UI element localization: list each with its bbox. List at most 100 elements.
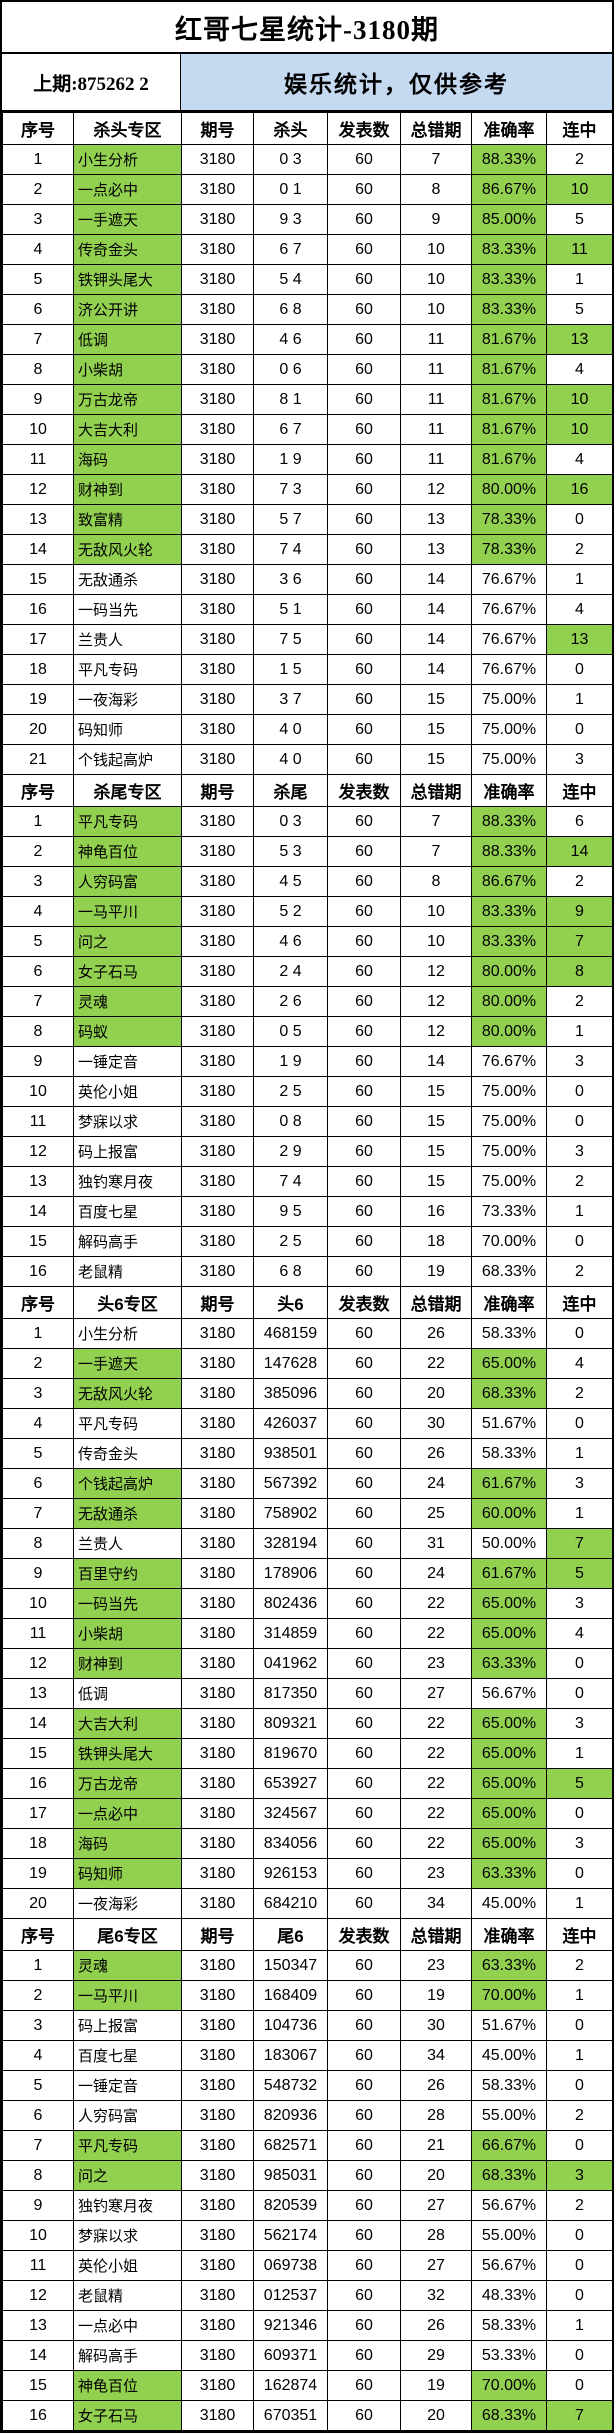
cell-value: 682571 — [253, 2130, 328, 2161]
cell-index: 11 — [2, 444, 74, 475]
cell-index: 20 — [2, 714, 74, 745]
cell-zone-name: 传奇金头 — [73, 1438, 182, 1469]
table-row: 14 解码高手 3180 609371 60 29 53.33% 0 — [2, 2340, 613, 2371]
cell-index: 17 — [2, 1798, 74, 1829]
cell-accuracy: 68.33% — [471, 2160, 547, 2191]
cell-zone-name: 梦寐以求 — [73, 1106, 182, 1137]
cell-index: 4 — [2, 896, 74, 927]
cell-issue: 3180 — [181, 1858, 254, 1889]
cell-value: 7 5 — [253, 624, 328, 655]
table-row: 20 一夜海彩 3180 684210 60 34 45.00% 1 — [2, 1888, 613, 1919]
cell-value: 4 6 — [253, 324, 328, 355]
cell-value: 2 5 — [253, 1226, 328, 1257]
cell-index: 6 — [2, 1468, 74, 1499]
cell-index: 3 — [2, 204, 74, 235]
cell-accuracy: 85.00% — [471, 204, 547, 235]
cell-published-count: 60 — [327, 1980, 401, 2011]
cell-value: 670351 — [253, 2400, 328, 2431]
cell-accuracy: 81.67% — [471, 354, 547, 385]
cell-streak: 1 — [546, 2310, 613, 2341]
cell-zone-name: 低调 — [73, 1678, 182, 1709]
cell-streak: 0 — [546, 1798, 613, 1829]
table-row: 4 一马平川 3180 5 2 60 10 83.33% 9 — [2, 896, 613, 927]
cell-accuracy: 76.67% — [471, 594, 547, 625]
cell-accuracy: 83.33% — [471, 234, 547, 265]
cell-wrong-count: 15 — [400, 1076, 472, 1107]
cell-value: 314859 — [253, 1618, 328, 1649]
table-row: 2 一手遮天 3180 147628 60 22 65.00% 4 — [2, 1348, 613, 1379]
cell-issue: 3180 — [181, 594, 254, 625]
cell-streak: 11 — [546, 234, 613, 265]
cell-zone-name: 无敌风火轮 — [73, 534, 182, 565]
column-header: 总错期 — [400, 1286, 472, 1319]
cell-index: 8 — [2, 1528, 74, 1559]
cell-value: 1 9 — [253, 1046, 328, 1077]
cell-wrong-count: 15 — [400, 1106, 472, 1137]
section-header-row: 序号 杀尾专区 期号 杀尾 发表数 总错期 准确率 连中 — [2, 774, 613, 807]
cell-issue: 3180 — [181, 414, 254, 445]
table-row: 21 个钱起高炉 3180 4 0 60 15 75.00% 3 — [2, 744, 613, 775]
cell-value: 147628 — [253, 1348, 328, 1379]
cell-zone-name: 问之 — [73, 2160, 182, 2191]
cell-zone-name: 一锤定音 — [73, 2070, 182, 2101]
cell-issue: 3180 — [181, 2340, 254, 2371]
cell-issue: 3180 — [181, 1196, 254, 1227]
cell-published-count: 60 — [327, 714, 401, 745]
cell-index: 12 — [2, 1648, 74, 1679]
cell-streak: 0 — [546, 654, 613, 685]
cell-index: 12 — [2, 474, 74, 505]
cell-streak: 5 — [546, 1558, 613, 1589]
cell-zone-name: 无敌通杀 — [73, 1498, 182, 1529]
cell-issue: 3180 — [181, 744, 254, 775]
table-row: 7 低调 3180 4 6 60 11 81.67% 13 — [2, 324, 613, 355]
cell-wrong-count: 30 — [400, 2010, 472, 2041]
cell-zone-name: 码上报富 — [73, 1136, 182, 1167]
table-row: 5 传奇金头 3180 938501 60 26 58.33% 1 — [2, 1438, 613, 1469]
cell-published-count: 60 — [327, 324, 401, 355]
table-row: 16 老鼠精 3180 6 8 60 19 68.33% 2 — [2, 1256, 613, 1287]
cell-value: 4 6 — [253, 926, 328, 957]
cell-zone-name: 铁钾头尾大 — [73, 1738, 182, 1769]
cell-value: 468159 — [253, 1318, 328, 1349]
cell-zone-name: 一夜海彩 — [73, 1888, 182, 1919]
cell-issue: 3180 — [181, 504, 254, 535]
cell-published-count: 60 — [327, 1166, 401, 1197]
cell-zone-name: 个钱起高炉 — [73, 744, 182, 775]
cell-wrong-count: 8 — [400, 174, 472, 205]
cell-zone-name: 小柴胡 — [73, 1618, 182, 1649]
table-row: 12 财神到 3180 7 3 60 12 80.00% 16 — [2, 474, 613, 505]
cell-streak: 0 — [546, 2280, 613, 2311]
cell-wrong-count: 10 — [400, 234, 472, 265]
cell-value: 684210 — [253, 1888, 328, 1919]
table-row: 9 一锤定音 3180 1 9 60 14 76.67% 3 — [2, 1046, 613, 1077]
cell-accuracy: 81.67% — [471, 414, 547, 445]
cell-index: 5 — [2, 264, 74, 295]
cell-zone-name: 百里守约 — [73, 1558, 182, 1589]
table-row: 12 码上报富 3180 2 9 60 15 75.00% 3 — [2, 1136, 613, 1167]
cell-published-count: 60 — [327, 806, 401, 837]
cell-issue: 3180 — [181, 2370, 254, 2401]
column-header: 发表数 — [327, 112, 401, 145]
cell-index: 3 — [2, 866, 74, 897]
cell-streak: 14 — [546, 836, 613, 867]
cell-streak: 1 — [546, 2040, 613, 2071]
table-row: 16 一码当先 3180 5 1 60 14 76.67% 4 — [2, 594, 613, 625]
cell-accuracy: 80.00% — [471, 956, 547, 987]
cell-accuracy: 68.33% — [471, 1378, 547, 1409]
cell-index: 16 — [2, 594, 74, 625]
cell-zone-name: 英伦小姐 — [73, 2250, 182, 2281]
cell-published-count: 60 — [327, 2160, 401, 2191]
cell-published-count: 60 — [327, 1678, 401, 1709]
column-header: 序号 — [2, 774, 74, 807]
cell-streak: 2 — [546, 1256, 613, 1287]
cell-zone-name: 人穷码富 — [73, 2100, 182, 2131]
cell-streak: 2 — [546, 1378, 613, 1409]
cell-index: 3 — [2, 1378, 74, 1409]
cell-value: 609371 — [253, 2340, 328, 2371]
cell-published-count: 60 — [327, 1950, 401, 1981]
cell-wrong-count: 8 — [400, 866, 472, 897]
cell-wrong-count: 26 — [400, 1438, 472, 1469]
cell-accuracy: 58.33% — [471, 1318, 547, 1349]
cell-wrong-count: 22 — [400, 1738, 472, 1769]
cell-wrong-count: 12 — [400, 1016, 472, 1047]
